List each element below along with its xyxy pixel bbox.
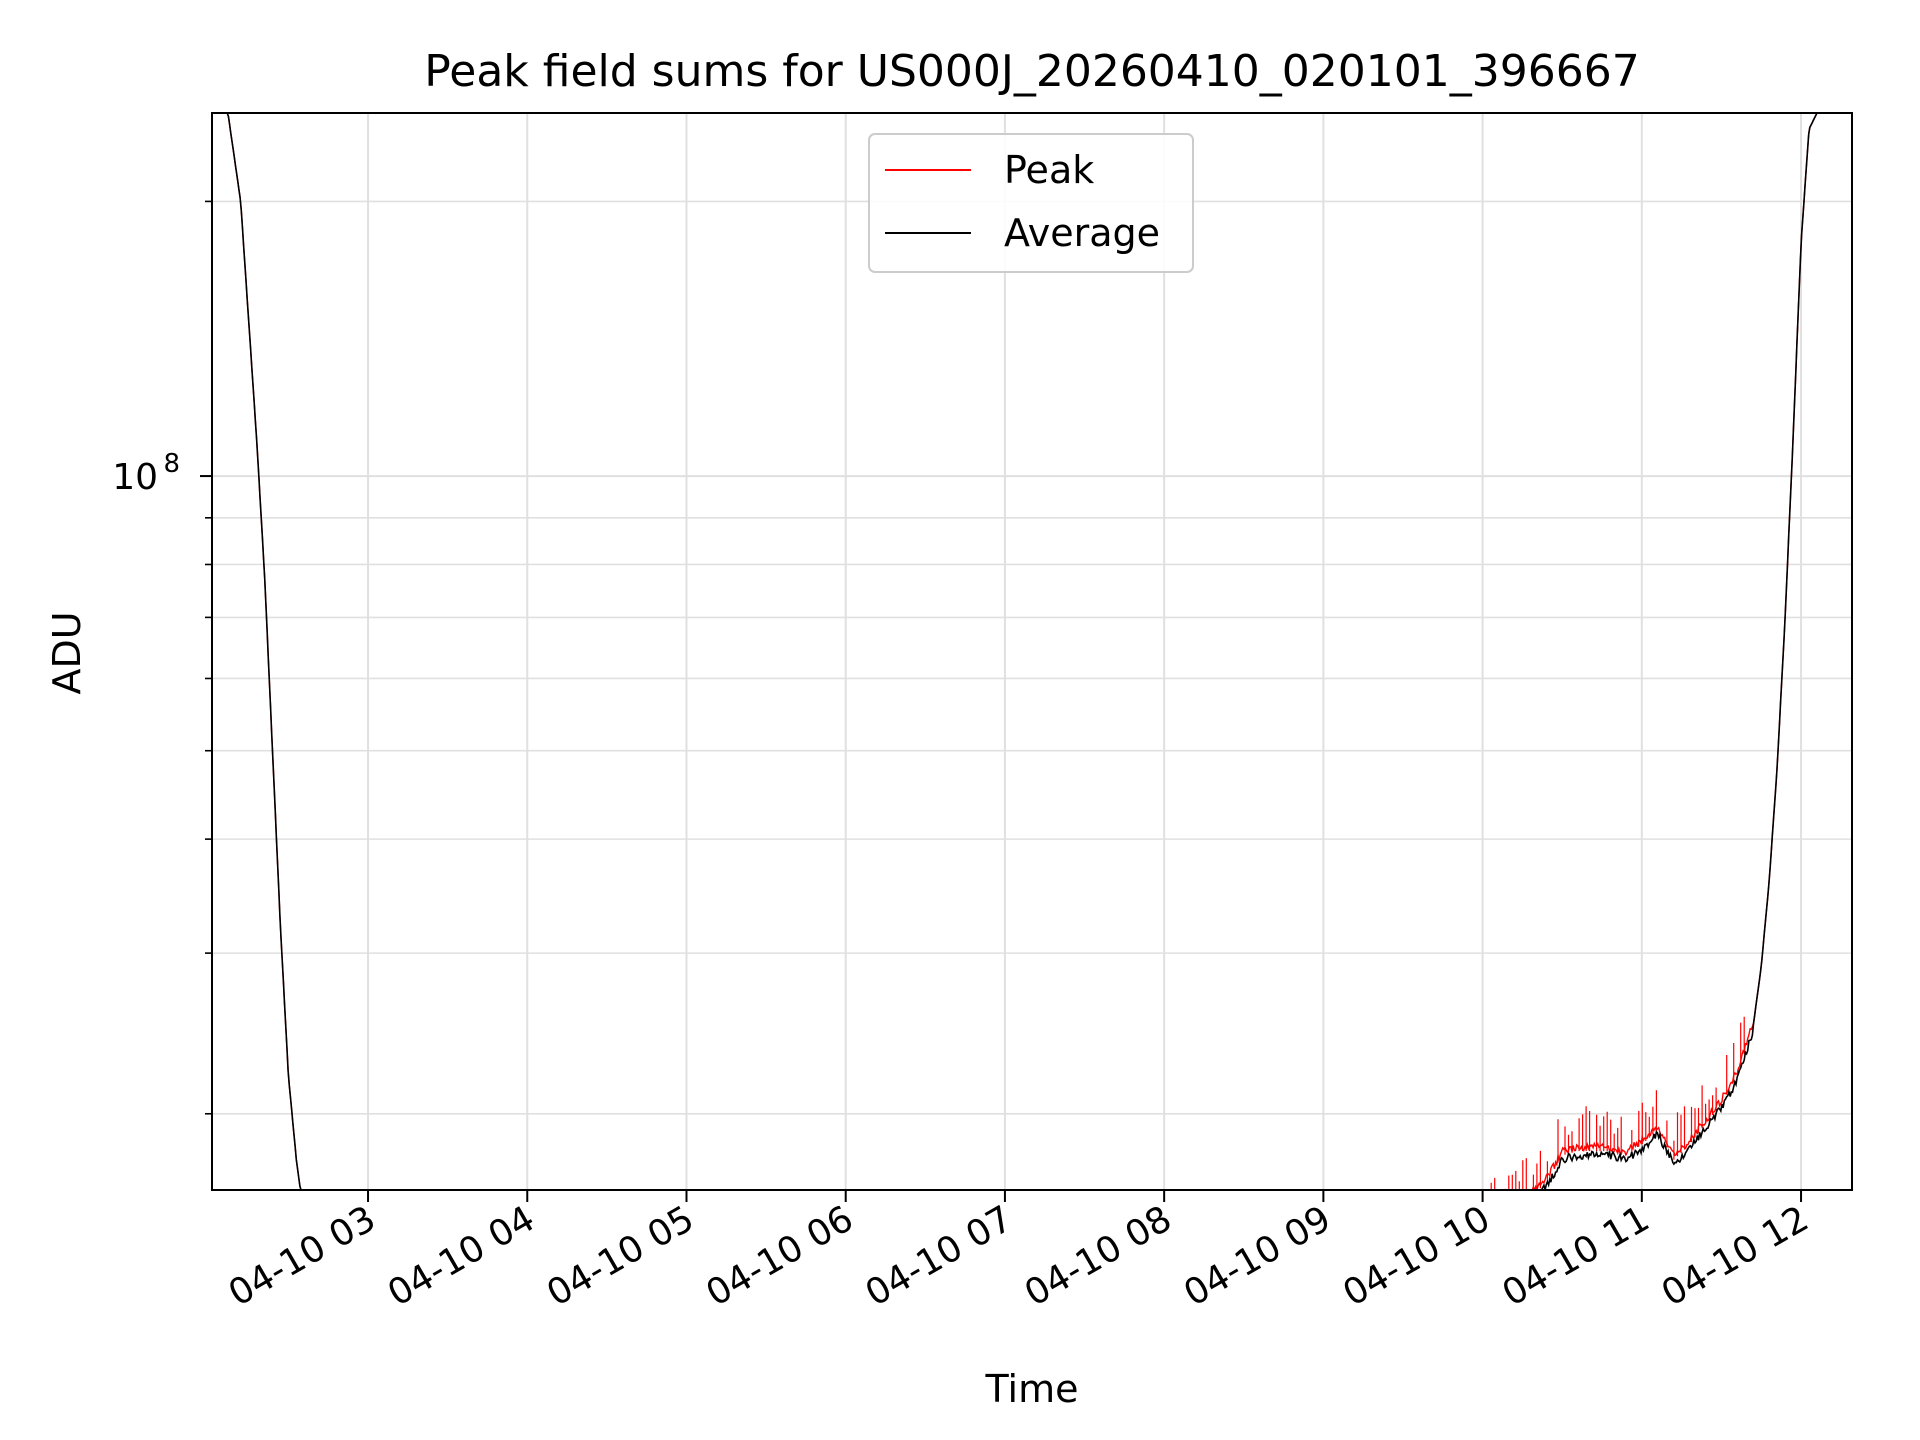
y-tick-exponent: 8 bbox=[163, 449, 180, 479]
legend-label-peak: Peak bbox=[1004, 148, 1094, 192]
chart-title: Peak field sums for US000J_20260410_0201… bbox=[424, 46, 1639, 97]
grid bbox=[212, 113, 1852, 1190]
legend-box bbox=[868, 133, 1194, 273]
series-average-line bbox=[212, 113, 1852, 1190]
plot-area bbox=[212, 113, 1852, 1190]
y-tick-label: 10 bbox=[112, 457, 158, 498]
y-axis: 10 8 bbox=[112, 200, 212, 1115]
axes-frame bbox=[211, 112, 1853, 1191]
legend-label-average: Average bbox=[1004, 211, 1160, 255]
legend: Peak Average bbox=[868, 133, 1194, 273]
y-axis-label: ADU bbox=[45, 611, 89, 694]
x-axis-label: Time bbox=[985, 1367, 1079, 1411]
series-peak-spikes bbox=[1490, 1016, 1745, 1190]
